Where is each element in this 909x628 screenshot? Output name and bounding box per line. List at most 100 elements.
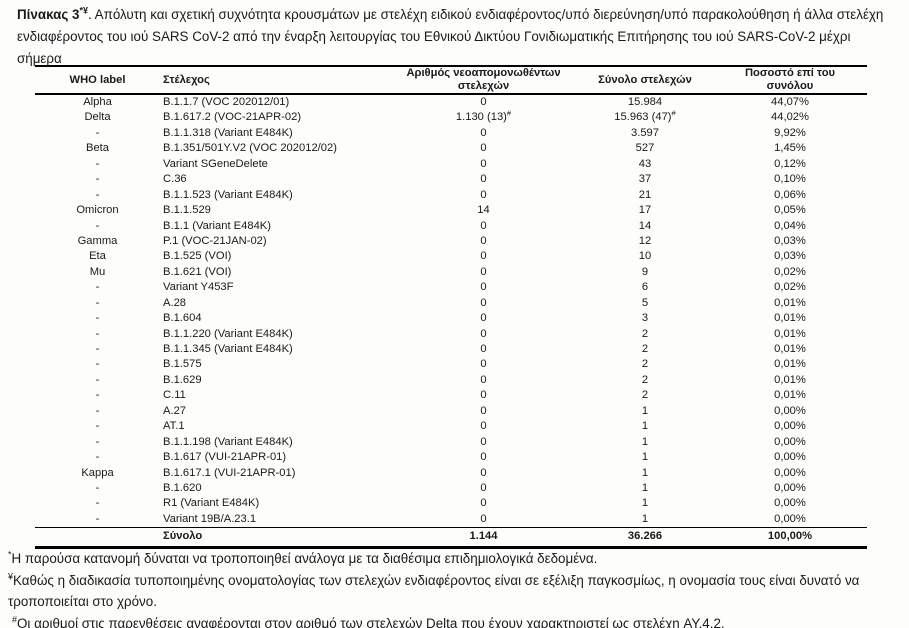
total-strains-cell: 1 — [641, 420, 649, 433]
table-header-row: WHO label Στέλεχος Αριθμός νεοαπομονωθέν… — [35, 66, 867, 95]
table-row: - B.1.629 0 2 0,01% — [35, 373, 867, 388]
total-strains-cell: 2 — [641, 343, 649, 355]
percentage-cell: 0,01% — [774, 296, 806, 309]
new-isolates-cell: 0 — [480, 96, 487, 108]
who-label-cell: - — [95, 404, 100, 417]
who-label-cell: - — [95, 389, 100, 402]
who-label-cell: Gamma — [77, 234, 118, 247]
table-row: Omicron B.1.1.529 14 17 0,05% — [35, 203, 867, 218]
who-label-cell: Mu — [89, 265, 106, 278]
table-body: Alpha B.1.1.7 (VOC 202012/01) 0 15.984 4… — [35, 94, 867, 528]
table-row: Gamma P.1 (VOC-21JAN-02) 0 12 0,03% — [35, 234, 867, 249]
new-isolates-cell: 0 — [480, 497, 487, 510]
who-label-cell: - — [95, 512, 100, 525]
new-isolates-cell: 0 — [480, 173, 487, 186]
footnote-text: Καθώς η διαδικασία τυποποιημένης ονοματο… — [8, 572, 860, 610]
total-strains-cell: 1 — [641, 404, 649, 417]
superscript-marker: # — [671, 110, 676, 118]
strain-cell: B.1.1.220 (Variant E484K) — [163, 327, 293, 340]
strain-cell: B.1.604 — [163, 312, 202, 325]
who-label-cell: - — [95, 497, 100, 510]
total-strains-cell: 3.597 — [631, 126, 659, 139]
new-isolates-cell: 0 — [480, 466, 487, 479]
total-strains-cell: 1 — [641, 435, 649, 448]
table-row: Kappa B.1.617.1 (VUI-21APR-01) 0 1 0,00% — [35, 466, 867, 481]
table-row: Delta B.1.617.2 (VOC-21APR-02) 1.130 (13… — [35, 110, 867, 125]
new-isolates-cell: 0 — [480, 157, 487, 170]
strain-cell: B.1.617.1 (VUI-21APR-01) — [163, 466, 296, 479]
new-isolates-cell: 0 — [480, 481, 487, 494]
percentage-cell: 0,01% — [774, 373, 806, 386]
new-isolates-cell: 0 — [480, 265, 487, 278]
total-empty-cell — [35, 527, 160, 549]
table-total-row: Σύνολο 1.144 36.266 100,00% — [35, 527, 867, 549]
percentage-cell: 0,01% — [774, 312, 806, 325]
total-strains-cell: 10 — [638, 250, 652, 263]
percentage-cell: 0,01% — [774, 389, 806, 402]
footnote-marker: * — [8, 549, 12, 560]
strain-cell: B.1.629 — [163, 373, 202, 386]
new-isolates-cell: 0 — [480, 250, 487, 263]
total-strains-cell: 2 — [641, 389, 649, 402]
total-strains-cell: 1 — [641, 481, 649, 494]
table-row: - Variant SGeneDelete 0 43 0,12% — [35, 157, 867, 172]
who-label-cell: - — [95, 343, 100, 355]
footnote-marker: ¥ — [8, 571, 14, 582]
percentage-cell: 1,45% — [774, 142, 806, 155]
table-row: - Variant 19B/A.23.1 0 1 0,00% — [35, 512, 867, 528]
strain-cell: B.1.1.529 — [163, 204, 211, 217]
strain-cell: A.28 — [163, 296, 187, 309]
total-strains-cell: 2 — [641, 327, 649, 340]
who-label-cell: - — [95, 312, 100, 325]
strain-cell: B.1.621 (VOI) — [163, 265, 232, 278]
who-label-cell: Beta — [85, 142, 109, 155]
percentage-cell: 0,01% — [774, 327, 806, 340]
new-isolates-cell: 0 — [480, 404, 487, 417]
total-percentage-cell: 100,00% — [713, 527, 867, 549]
who-label-cell: - — [95, 481, 100, 494]
footnote: ¥Καθώς η διαδικασία τυποποιημένης ονοματ… — [8, 570, 898, 613]
percentage-cell: 0,03% — [774, 234, 806, 247]
percentage-cell: 44,07% — [771, 96, 809, 108]
header-total-strains: Σύνολο στελεχών — [577, 66, 713, 95]
variants-table: WHO label Στέλεχος Αριθμός νεοαπομονωθέν… — [35, 65, 867, 549]
total-strains-cell: 2 — [641, 373, 649, 386]
new-isolates-cell: 0 — [480, 327, 487, 340]
who-label-cell: Delta — [84, 111, 111, 124]
strain-cell: B.1.1.318 (Variant E484K) — [163, 126, 293, 139]
total-strains-cell: 5 — [641, 296, 649, 309]
table-row: - R1 (Variant E484K) 0 1 0,00% — [35, 496, 867, 511]
who-label-cell: - — [95, 420, 100, 433]
who-label-cell: - — [95, 358, 100, 371]
footnote-text: Η παρούσα κατανομή δύναται να τροποποιηθ… — [11, 551, 598, 566]
percentage-cell: 0,00% — [774, 404, 806, 417]
strain-cell: B.1.1.198 (Variant E484K) — [163, 435, 293, 448]
who-label-cell: - — [95, 281, 100, 294]
percentage-cell: 0,00% — [774, 481, 806, 494]
table-row: Eta B.1.525 (VOI) 0 10 0,03% — [35, 249, 867, 264]
strain-cell: R1 (Variant E484K) — [163, 497, 260, 510]
total-strains-cell: 1 — [641, 497, 649, 510]
who-label-cell: - — [95, 219, 100, 232]
strain-cell: B.1.1.345 (Variant E484K) — [163, 343, 293, 355]
strain-cell: B.1.617.2 (VOC-21APR-02) — [163, 111, 302, 124]
strain-cell: B.1.351/501Y.V2 (VOC 202012/02) — [163, 142, 337, 155]
new-isolates-cell: 0 — [480, 435, 487, 448]
strain-cell: B.1.1 (Variant E484K) — [163, 219, 271, 232]
table-row: - C.36 0 37 0,10% — [35, 172, 867, 187]
footnote: #Οι αριθμοί στις παρενθέσεις αναφέρονται… — [8, 613, 898, 628]
percentage-cell: 9,92% — [774, 126, 806, 139]
table-header: WHO label Στέλεχος Αριθμός νεοαπομονωθέν… — [35, 66, 867, 95]
percentage-cell: 0,03% — [774, 250, 806, 263]
table-row: - C.11 0 2 0,01% — [35, 388, 867, 403]
who-label-cell: - — [95, 157, 100, 170]
percentage-cell: 0,01% — [774, 343, 806, 355]
new-isolates-cell: 14 — [477, 204, 490, 217]
table-row: - AT.1 0 1 0,00% — [35, 419, 867, 434]
new-isolates-cell: 0 — [480, 358, 487, 371]
percentage-cell: 0,06% — [774, 188, 806, 201]
percentage-cell: 0,04% — [774, 219, 806, 232]
new-isolates-cell: 0 — [480, 296, 487, 309]
who-label-cell: - — [95, 435, 100, 448]
